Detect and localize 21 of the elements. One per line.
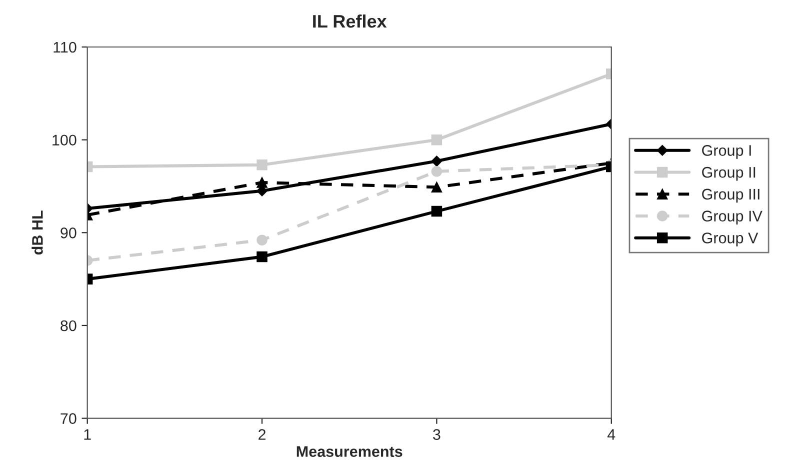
- legend-label: Group IV: [702, 210, 762, 225]
- x-axis-title: Measurements: [296, 446, 402, 457]
- legend-label: Group II: [702, 166, 756, 181]
- legend-label: Group III: [702, 188, 760, 203]
- y-tick-label: 100: [52, 134, 76, 146]
- point: [431, 166, 442, 177]
- y-tick-label: 90: [60, 228, 76, 238]
- point: [431, 182, 442, 193]
- y-tick-label: 70: [60, 413, 76, 424]
- legend-label: Group V: [702, 232, 758, 246]
- x-tick-label: 1: [84, 429, 91, 440]
- x-tick-label: 3: [433, 429, 440, 440]
- point: [256, 177, 268, 188]
- point: [256, 234, 268, 246]
- legend-label: Group I: [702, 145, 751, 159]
- y-tick-label: 80: [60, 320, 76, 332]
- y-tick-label: 110: [54, 42, 76, 53]
- x-tick-label: 4: [607, 429, 616, 440]
- y-axis-title: dB HL: [32, 210, 43, 255]
- x-tick-label: 2: [258, 429, 266, 440]
- chart-title: IL Reflex: [313, 14, 387, 28]
